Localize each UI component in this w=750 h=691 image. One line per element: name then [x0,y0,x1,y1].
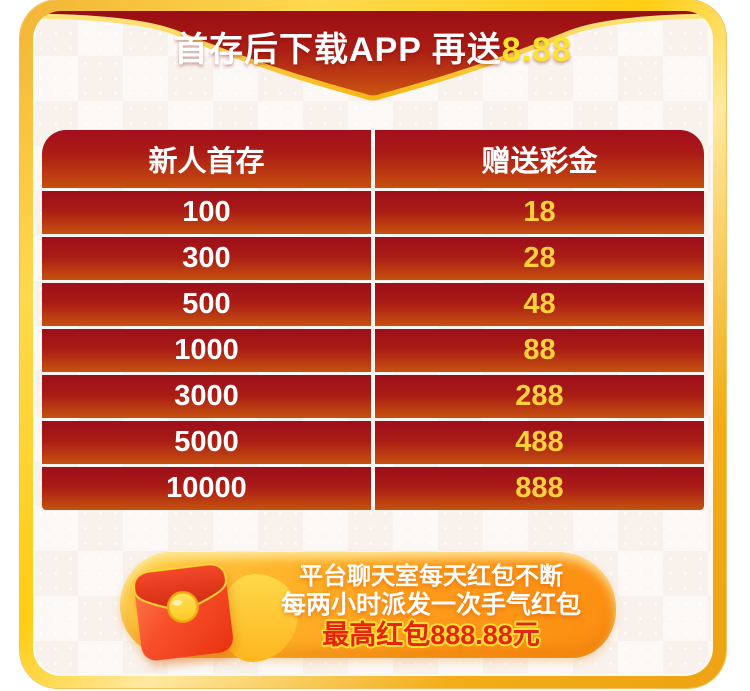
deposit-value: 1000 [42,329,371,372]
red-envelope-banner[interactable]: 平台聊天室每天红包不断 每两小时派发一次手气红包 最高红包888.88元 [120,552,616,662]
gold-frame: 首存后下载APP 再送8.88 新人首存 赠送彩金 100 18 300 28 … [20,0,726,688]
table-row: 5000 488 [42,421,704,464]
banner-line-2: 每两小时派发一次手气红包 [280,591,581,619]
deposit-bonus-table: 新人首存 赠送彩金 100 18 300 28 500 48 1000 88 [42,130,704,513]
banner-line-3-max-amount: 最高红包888.88元 [322,620,540,650]
deposit-value: 3000 [42,375,371,418]
banner-line-1: 平台聊天室每天红包不断 [299,563,563,590]
deposit-value: 100 [42,191,371,234]
table-row: 100 18 [42,191,704,234]
table-header-row: 新人首存 赠送彩金 [42,130,704,188]
bonus-value: 488 [375,421,704,464]
deposit-value: 300 [42,237,371,280]
ribbon-headline-amount: 8.88 [501,31,572,69]
banner-text-block: 平台聊天室每天红包不断 每两小时派发一次手气红包 最高红包888.88元 [260,563,602,651]
bonus-value: 48 [375,283,704,326]
ribbon-headline: 首存后下载APP 再送8.88 [33,22,713,71]
red-envelope-graphic [133,563,233,661]
table-row: 10000 888 [42,467,704,510]
bonus-value: 888 [375,467,704,510]
bonus-value: 88 [375,329,704,372]
bonus-value: 288 [375,375,704,418]
ribbon-shape [33,11,713,101]
header-bonus: 赠送彩金 [375,130,704,188]
table-row: 500 48 [42,283,704,326]
table-row: 3000 288 [42,375,704,418]
content-area: 首存后下载APP 再送8.88 新人首存 赠送彩金 100 18 300 28 … [33,11,713,676]
red-envelope-icon [128,550,238,665]
table-row: 300 28 [42,237,704,280]
deposit-value: 500 [42,283,371,326]
download-app-ribbon[interactable]: 首存后下载APP 再送8.88 [33,11,713,106]
bonus-value: 18 [375,191,704,234]
header-deposit: 新人首存 [42,130,371,188]
bonus-value: 28 [375,237,704,280]
table-row: 1000 88 [42,329,704,372]
deposit-value: 10000 [42,467,371,510]
ribbon-headline-main: 首存后下载APP 再送 [174,31,502,69]
deposit-value: 5000 [42,421,371,464]
